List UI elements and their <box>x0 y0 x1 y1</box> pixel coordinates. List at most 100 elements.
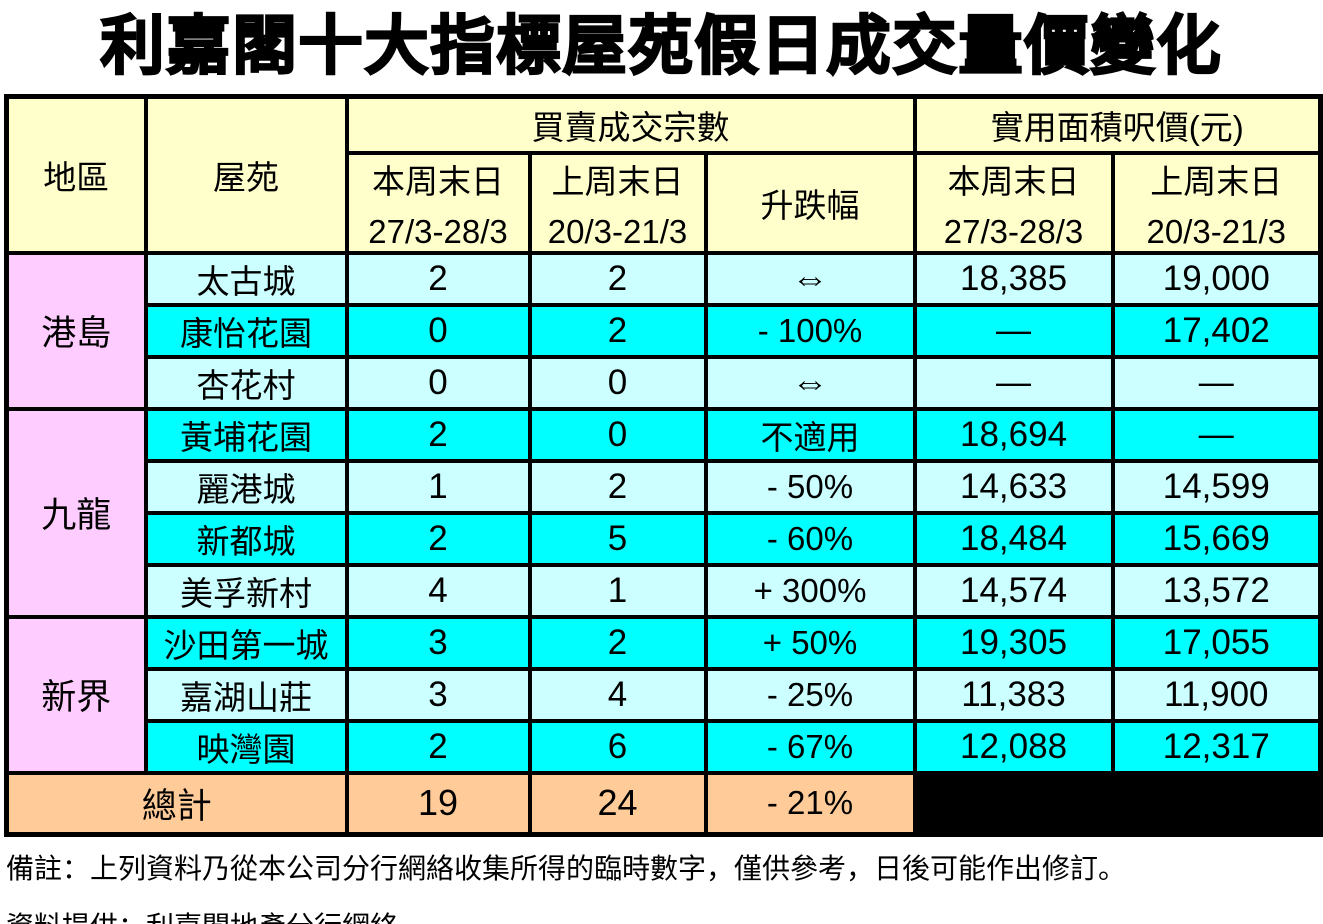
table-row: 麗港城 1 2 - 50% 14,633 14,599 <box>7 458 1323 515</box>
change-cell: 不適用 <box>703 406 917 463</box>
table-footer: 總計 19 24 - 21% <box>4 770 1323 837</box>
change-cell: ⇔ <box>703 354 917 411</box>
header-change: 升跌幅 <box>703 150 917 255</box>
estate-cell: 美孚新村 <box>143 562 349 619</box>
price-last-week-cell: 11,900 <box>1110 666 1323 723</box>
price-this-week-cell: 12,088 <box>912 718 1115 775</box>
count-this-week-cell: 1 <box>344 458 532 515</box>
change-cell: - 100% <box>703 302 917 359</box>
count-this-week-cell: 0 <box>344 302 532 359</box>
header-price-last-week-dates: 20/3-21/3 <box>1146 212 1286 250</box>
table-row: 杏花村 0 0 ⇔ — — <box>7 354 1323 411</box>
table-row: 新界 沙田第一城 3 2 + 50% 19,305 17,055 <box>4 614 1323 775</box>
price-last-week-cell: — <box>1110 406 1323 463</box>
change-cell: - 60% <box>703 510 917 567</box>
total-change-cell: - 21% <box>703 770 917 837</box>
header-count-this-week: 本周末日 27/3-28/3 <box>344 150 532 255</box>
table-header: 地區 屋苑 買賣成交宗數 實用面積呎價(元) 本周末日 27/3-28/3 上周… <box>4 94 1323 255</box>
note-remark: 備註：上列資料乃從本公司分行網絡收集所得的臨時數字，僅供參考，日後可能作出修訂。 <box>6 853 1127 884</box>
count-last-week-cell: 2 <box>527 302 708 359</box>
price-last-week-cell: 12,317 <box>1110 718 1323 775</box>
estate-cell: 沙田第一城 <box>143 614 349 671</box>
header-estate: 屋苑 <box>143 94 349 255</box>
count-this-week-cell: 2 <box>344 510 532 567</box>
count-this-week-cell: 0 <box>344 354 532 411</box>
total-label-cell: 總計 <box>4 770 349 837</box>
header-price-group: 實用面積呎價(元) <box>912 94 1323 155</box>
total-row: 總計 19 24 - 21% <box>4 770 1323 837</box>
count-last-week-cell: 0 <box>527 406 708 463</box>
header-row-sub: 本周末日 27/3-28/3 上周末日 20/3-21/3 升跌幅 本周末日 2… <box>7 150 1323 255</box>
price-this-week-cell: 14,574 <box>912 562 1115 619</box>
price-this-week-cell: — <box>912 302 1115 359</box>
estate-cell: 新都城 <box>143 510 349 567</box>
header-count-last-week-label: 上周末日 <box>551 162 684 200</box>
header-district: 地區 <box>4 94 148 255</box>
count-this-week-cell: 2 <box>344 406 532 463</box>
price-this-week-cell: 11,383 <box>912 666 1115 723</box>
change-cell: ⇔ <box>703 250 917 307</box>
footnotes: 備註：上列資料乃從本公司分行網絡收集所得的臨時數字，僅供參考，日後可能作出修訂。… <box>6 851 1323 924</box>
price-last-week-cell: 13,572 <box>1110 562 1323 619</box>
table-row: 九龍 黃埔花園 2 0 不適用 18,694 — <box>4 406 1323 619</box>
price-this-week-cell: 18,694 <box>912 406 1115 463</box>
estate-cell: 太古城 <box>143 250 349 307</box>
estate-cell: 黃埔花園 <box>143 406 349 463</box>
header-count-last-week: 上周末日 20/3-21/3 <box>527 150 708 255</box>
change-cell: - 25% <box>703 666 917 723</box>
count-last-week-cell: 6 <box>527 718 708 775</box>
note-source: 資料提供：利嘉閣地產分行網絡 <box>6 909 1323 924</box>
estate-cell: 映灣園 <box>143 718 349 775</box>
header-count-last-week-dates: 20/3-21/3 <box>547 212 688 250</box>
table-row: 康怡花園 0 2 - 100% — 17,402 <box>7 302 1323 359</box>
estates-table: 地區 屋苑 買賣成交宗數 實用面積呎價(元) 本周末日 27/3-28/3 上周… <box>4 94 1323 837</box>
count-last-week-cell: 4 <box>527 666 708 723</box>
table-row: 美孚新村 4 1 + 300% 14,574 13,572 <box>7 562 1323 619</box>
count-this-week-cell: 4 <box>344 562 532 619</box>
price-last-week-cell: 14,599 <box>1110 458 1323 515</box>
estate-cell: 康怡花園 <box>143 302 349 359</box>
price-last-week-cell: 17,402 <box>1110 302 1323 359</box>
total-count-last-week-cell: 24 <box>527 770 708 837</box>
district-cell-new-territories: 新界 <box>4 614 148 775</box>
price-last-week-cell: 15,669 <box>1110 510 1323 567</box>
page-title: 利嘉閣十大指標屋苑假日成交量價變化 <box>99 9 1223 83</box>
table-row: 映灣園 2 6 - 67% 12,088 12,317 <box>7 718 1323 775</box>
price-last-week-cell: — <box>1110 354 1323 411</box>
header-price-this-week-label: 本周末日 <box>947 162 1080 200</box>
change-cell: - 50% <box>703 458 917 515</box>
price-this-week-cell: 19,305 <box>912 614 1115 671</box>
count-last-week-cell: 2 <box>527 250 708 307</box>
estate-cell: 杏花村 <box>143 354 349 411</box>
count-last-week-cell: 2 <box>527 458 708 515</box>
change-cell: + 300% <box>703 562 917 619</box>
header-count-this-week-dates: 27/3-28/3 <box>368 212 508 250</box>
header-price-this-week-dates: 27/3-28/3 <box>943 212 1084 250</box>
count-last-week-cell: 0 <box>527 354 708 411</box>
table-row: 港島 太古城 2 2 ⇔ 18,385 19,000 <box>4 250 1323 411</box>
price-last-week-cell: 19,000 <box>1110 250 1323 307</box>
table-row: 新都城 2 5 - 60% 18,484 15,669 <box>7 510 1323 567</box>
district-cell-kowloon: 九龍 <box>4 406 148 619</box>
change-cell: - 67% <box>703 718 917 775</box>
header-price-last-week: 上周末日 20/3-21/3 <box>1110 150 1323 255</box>
price-this-week-cell: — <box>912 354 1115 411</box>
count-this-week-cell: 2 <box>344 718 532 775</box>
count-last-week-cell: 5 <box>527 510 708 567</box>
count-this-week-cell: 3 <box>344 666 532 723</box>
district-cell-hk-island: 港島 <box>4 250 148 411</box>
header-price-last-week-label: 上周末日 <box>1150 162 1283 200</box>
table-body: 港島 太古城 2 2 ⇔ 18,385 19,000 康怡花園 0 2 - 10… <box>4 250 1323 775</box>
price-last-week-cell: 17,055 <box>1110 614 1323 671</box>
count-last-week-cell: 1 <box>527 562 708 619</box>
count-this-week-cell: 2 <box>344 250 532 307</box>
total-count-this-week-cell: 19 <box>344 770 532 837</box>
change-cell: + 50% <box>703 614 917 671</box>
header-count-this-week-label: 本周末日 <box>372 162 504 200</box>
price-this-week-cell: 18,385 <box>912 250 1115 307</box>
estate-cell: 麗港城 <box>143 458 349 515</box>
price-this-week-cell: 14,633 <box>912 458 1115 515</box>
table-row: 嘉湖山莊 3 4 - 25% 11,383 11,900 <box>7 666 1323 723</box>
price-this-week-cell: 18,484 <box>912 510 1115 567</box>
